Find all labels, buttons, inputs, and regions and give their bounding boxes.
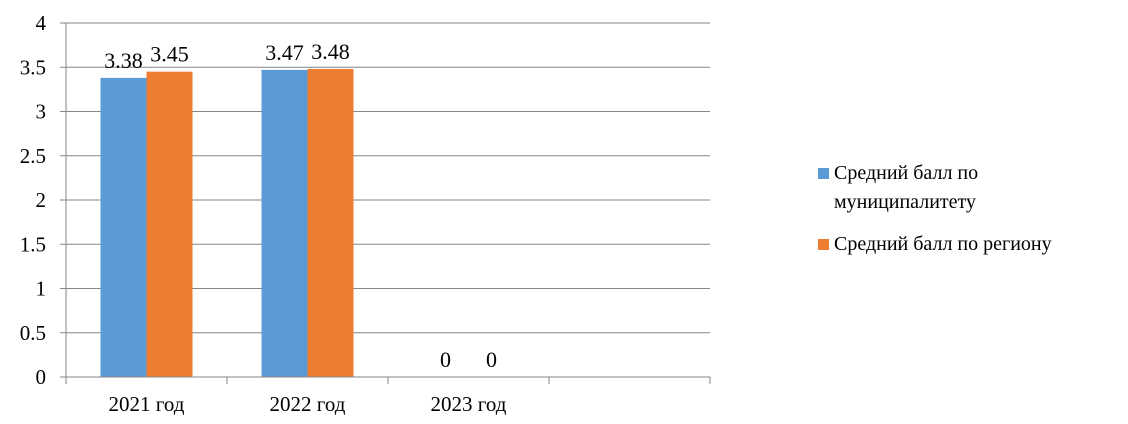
y-tick-label: 4 (36, 11, 47, 35)
legend-label: муниципалитету (834, 191, 976, 213)
bar (100, 77, 147, 378)
data-labels: 3.38 3.45 3.47 3.48 0 0 (104, 39, 497, 372)
y-tick-label: 3.5 (20, 55, 46, 79)
y-tick-label: 2 (36, 188, 47, 212)
data-label: 3.47 (265, 40, 304, 65)
data-label: 0 (440, 347, 451, 372)
x-tick-label: 2022 год (270, 392, 346, 416)
y-tick-label: 1.5 (20, 232, 46, 256)
y-tick-label: 1 (36, 277, 47, 301)
x-tick-label: 2023 год (431, 392, 507, 416)
bars (100, 69, 354, 378)
data-label: 3.38 (104, 48, 143, 73)
data-label: 3.45 (150, 42, 189, 67)
data-label: 0 (486, 347, 497, 372)
axes: 0 0.5 1 1.5 2 2.5 3 3.5 4 2021 год 2022 год 2023 го… (20, 11, 711, 416)
legend-label: Средний балл по региону (834, 233, 1052, 255)
legend-label: Средний балл по (834, 162, 978, 184)
bar (307, 69, 354, 378)
legend: Средний балл по муниципалитету Средний бал… (818, 162, 1052, 255)
bar (261, 69, 308, 377)
x-tick-label: 2021 год (109, 392, 185, 416)
legend-swatch (818, 168, 829, 179)
y-tick-label: 2.5 (20, 144, 46, 168)
data-label: 3.48 (311, 39, 350, 64)
bar (146, 71, 193, 378)
y-tick-label: 0 (36, 365, 47, 389)
y-tick-label: 0.5 (20, 321, 46, 345)
y-tick-label: 3 (36, 100, 47, 124)
legend-swatch (818, 239, 829, 250)
